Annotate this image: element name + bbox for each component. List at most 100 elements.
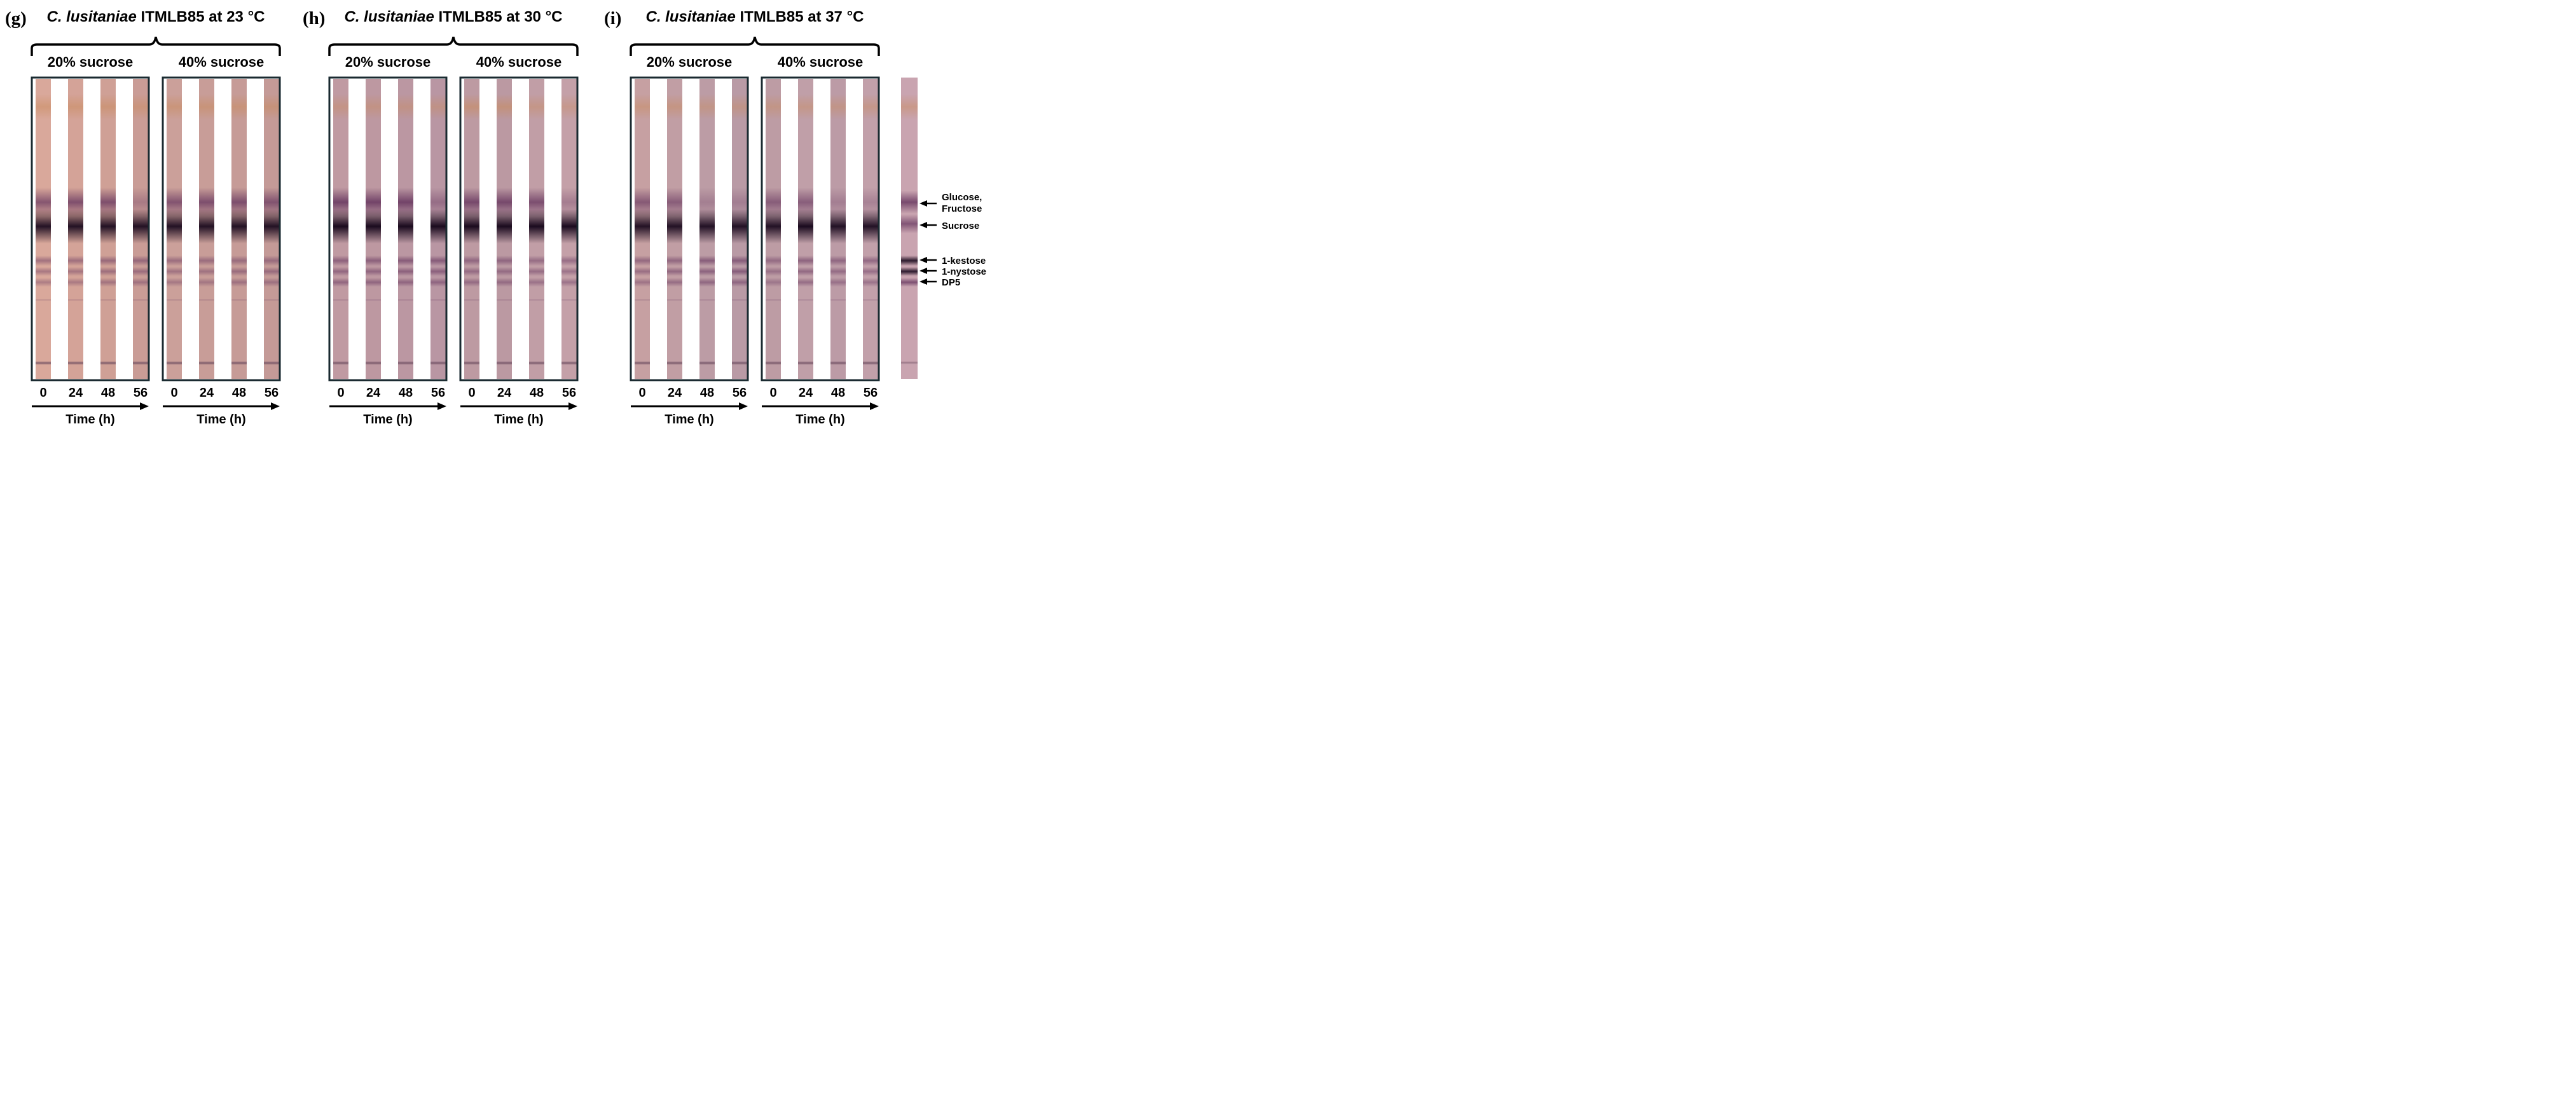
lane-24h-band-nys <box>366 267 381 276</box>
lane-48h <box>398 79 413 379</box>
time-axis-label: Time (h) <box>494 413 543 427</box>
lane-56h-band-dp5 <box>863 278 878 287</box>
panel-h: (h) C. lusitaniae ITMLB85 at 30 °C 20% suc… <box>303 8 579 427</box>
lane-48h-band-dp5 <box>100 278 116 287</box>
plate-frame <box>162 76 281 381</box>
band-label-text: 1-kestose <box>942 256 986 266</box>
lane-56h-streak <box>430 299 446 301</box>
band-label-text: Glucose, <box>942 192 982 203</box>
time-point-label: 56 <box>864 386 878 400</box>
lane-0h-origin-line <box>167 361 182 365</box>
panel-letter: (i) <box>604 8 621 29</box>
lane-56h-band-dp5 <box>133 278 148 287</box>
lane-56h-streak <box>732 299 747 301</box>
lane-24h-band-dp5 <box>667 278 682 287</box>
plate-background <box>32 78 149 380</box>
time-point-label: 56 <box>431 386 445 400</box>
lane-48h-band-kest <box>699 256 715 266</box>
panel-title: C. lusitaniae ITMLB85 at 37 °C <box>645 8 864 25</box>
lane-24h-band-dp5 <box>199 278 214 287</box>
lane-56h-origin-line <box>133 361 148 365</box>
plate-frame <box>630 76 749 381</box>
panel-title-rest: ITMLB85 at 37 °C <box>736 8 864 25</box>
sample-group-2: 40% sucrose 0 24 48 56 Time (h) <box>761 54 880 427</box>
lane-48h-band-nys <box>231 267 247 276</box>
lane-48h-band-nys <box>529 267 544 276</box>
lane-56h-origin-line <box>561 361 577 365</box>
lane-48h-band-top_haze <box>100 94 116 120</box>
lane-48h-band-nys <box>398 267 413 276</box>
lane-48h-streak <box>231 299 247 301</box>
lane-56h-band-nys <box>264 267 279 276</box>
lane-0h-band-nys <box>36 267 51 276</box>
lane-48h-band-kest <box>100 256 116 266</box>
lane-24h-band-suc <box>366 209 381 243</box>
band-label-text: Fructose <box>942 203 982 214</box>
lane-56h-origin-line <box>430 361 446 365</box>
group-label: 20% sucrose <box>345 54 431 70</box>
panel-brace <box>328 36 579 56</box>
lane-48h <box>100 79 116 379</box>
lane-48h-band-suc <box>100 209 116 243</box>
lane-48h-band-kest <box>830 256 846 266</box>
lane-0h-band-dp5 <box>635 278 650 287</box>
time-axis-label: Time (h) <box>363 413 412 427</box>
lane-56h-band-suc <box>732 209 747 243</box>
time-point-label: 24 <box>668 386 682 400</box>
time-arrow-head <box>140 402 149 410</box>
lane-0h-band-top_haze <box>464 94 479 120</box>
lane-48h-origin-line <box>398 361 413 365</box>
panel-brace <box>630 36 880 56</box>
lane-48h-origin-line <box>100 361 116 365</box>
standard-label-gf: Glucose,Fructose <box>920 192 982 214</box>
lane-24h-band-top_haze <box>366 94 381 120</box>
panel-title: C. lusitaniae ITMLB85 at 23 °C <box>46 8 265 25</box>
lane-24h <box>68 79 83 379</box>
plate-background <box>460 78 577 380</box>
time-point-label: 56 <box>265 386 279 400</box>
lane-24h-streak <box>497 299 512 301</box>
lane-0h <box>333 79 348 379</box>
panel-title-species: C. lusitaniae <box>645 8 735 25</box>
lane-56h-band-suc <box>264 209 279 243</box>
lane-0h-band-dp5 <box>464 278 479 287</box>
lane-0h-band-top_haze <box>167 94 182 120</box>
lane-56h-band-suc <box>133 209 148 243</box>
lane-0h-band-kest <box>766 256 781 266</box>
lane-48h-band-top_haze <box>699 94 715 120</box>
lane-48h-band-dp5 <box>529 278 544 287</box>
lane-48h-band-top_haze <box>529 94 544 120</box>
lane-0h-band-kest <box>333 256 348 266</box>
plate-background <box>329 78 446 380</box>
lane-0h-streak <box>635 299 650 301</box>
lane-0h-band-top_haze <box>333 94 348 120</box>
lane-56h-band-kest <box>133 256 148 266</box>
lane-0h-band-dp5 <box>766 278 781 287</box>
time-arrow-head <box>870 402 879 410</box>
time-point-label: 24 <box>366 386 381 400</box>
lane-24h-band-nys <box>667 267 682 276</box>
group-label: 20% sucrose <box>647 54 733 70</box>
lane-0h-band-suc <box>167 209 182 243</box>
standard-label-suc: Sucrose <box>920 221 979 231</box>
time-point-label: 48 <box>101 386 115 400</box>
sample-group-1: 20% sucrose 0 24 48 56 Time (h) <box>31 54 150 427</box>
band-label-text: Sucrose <box>942 221 979 231</box>
lane-56h-band-dp5 <box>561 278 577 287</box>
lane-48h-band-suc <box>231 209 247 243</box>
lane-24h-band-kest <box>497 256 512 266</box>
lane-56h <box>264 79 279 379</box>
label-arrow-head <box>920 278 927 285</box>
lane-56h-band-nys <box>561 267 577 276</box>
label-arrow-head <box>920 257 927 263</box>
lane-56h-origin-line <box>264 361 279 365</box>
lane-24h-band-dp5 <box>497 278 512 287</box>
lane-56h-band-top_haze <box>430 94 446 120</box>
lane-56h-band-nys <box>732 267 747 276</box>
lane-0h-band-top_haze <box>36 94 51 120</box>
time-arrow-head <box>568 402 577 410</box>
lane-48h-band-nys <box>100 267 116 276</box>
lane-0h-band-nys <box>333 267 348 276</box>
lane-56h <box>133 79 148 379</box>
lane-48h-band-kest <box>398 256 413 266</box>
